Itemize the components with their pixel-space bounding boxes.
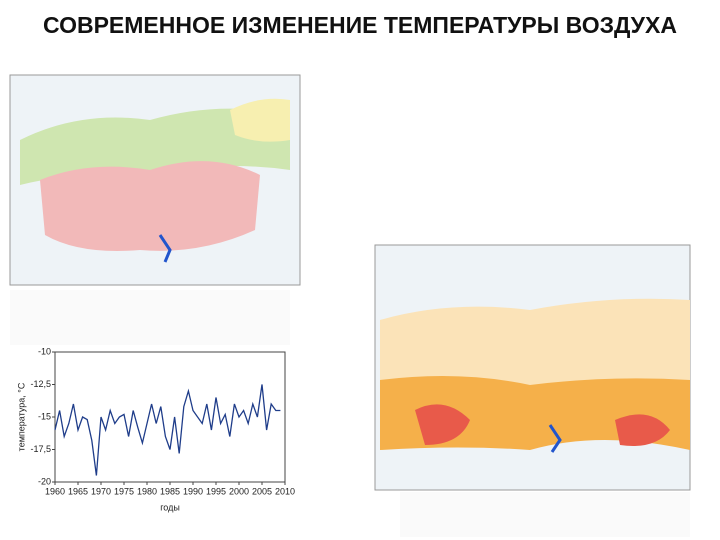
y-tick-label: -10 [38,346,51,356]
x-tick-label: 1990 [183,486,203,496]
plot-frame [54,351,286,483]
x-tick-label: 2010 [275,486,295,496]
x-tick-label: 2005 [252,486,272,496]
x-axis-label: годы [160,502,180,512]
slide-title: СОВРЕМЕННОЕ ИЗМЕНЕНИЕ ТЕМПЕРАТУРЫ ВОЗДУХ… [43,12,677,38]
map-caption-area [10,290,290,345]
lake [158,234,172,263]
x-tick-label: 1960 [45,486,65,496]
y-axis-label: температура, °С [16,382,26,451]
map-zone [415,404,470,445]
x-tick-label: 1995 [206,486,226,496]
map-zone [380,298,690,400]
x-tick-label: 1975 [114,486,134,496]
x-tick-label: 1970 [91,486,111,496]
map-zone [40,161,260,251]
map-zone [615,414,670,446]
lake [548,424,562,453]
x-tick-label: 1985 [160,486,180,496]
map-zone [230,98,290,142]
map-caption-area [400,492,690,537]
y-tick-label: -15 [38,411,51,421]
y-tick-label: -17,5 [30,444,51,454]
y-tick-label: -20 [38,476,51,486]
x-tick-label: 1980 [137,486,157,496]
y-tick-label: -12,5 [30,379,51,389]
x-tick-label: 1965 [68,486,88,496]
x-tick-label: 2000 [229,486,249,496]
data-line [54,384,281,476]
